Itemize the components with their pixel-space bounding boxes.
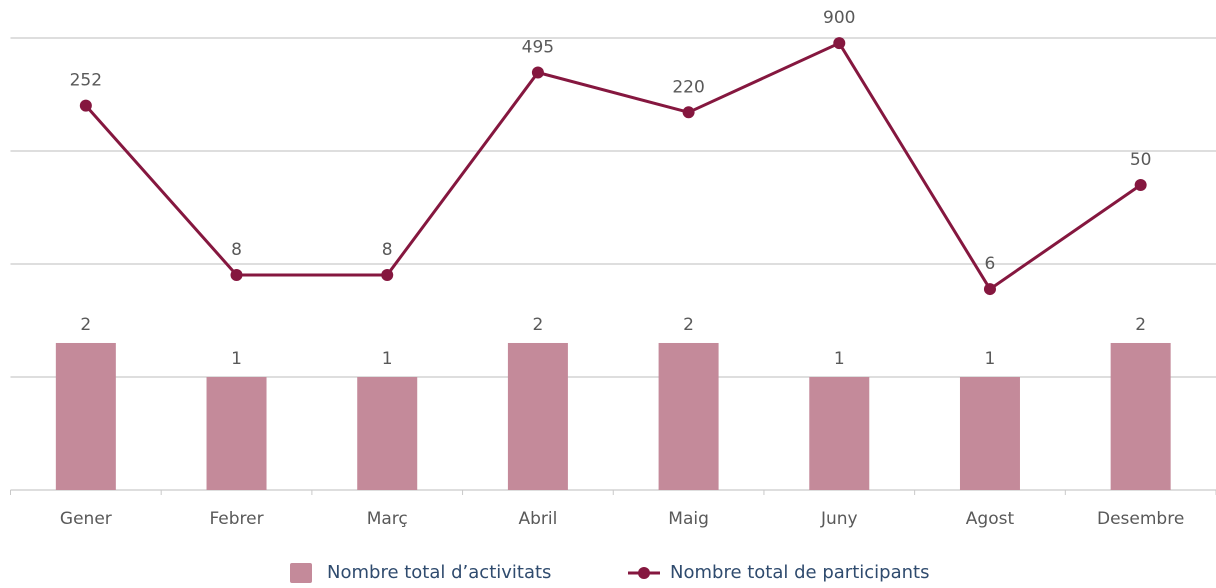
x-tick-label: Desembre (1097, 509, 1184, 529)
data-label: 50 (1130, 150, 1152, 170)
point (230, 268, 243, 281)
x-tick-label: Gener (60, 509, 112, 529)
bar (357, 377, 418, 490)
data-label: 1 (382, 349, 393, 369)
data-label: 220 (672, 77, 704, 97)
point (531, 66, 544, 79)
point (381, 268, 394, 281)
bar (658, 342, 719, 490)
data-label: 2 (80, 315, 91, 335)
point (682, 106, 695, 119)
data-label: 1 (834, 349, 845, 369)
bar (55, 342, 116, 490)
bar (206, 377, 267, 490)
bar (1110, 342, 1171, 490)
point (983, 283, 996, 296)
data-label: 2 (683, 315, 694, 335)
legend-label: Nombre total de participants (670, 562, 929, 583)
x-tick-label: Abril (518, 509, 557, 529)
data-label: 1 (985, 349, 996, 369)
data-label: 252 (70, 71, 102, 91)
data-label: 900 (823, 8, 855, 28)
x-tick-label: Agost (966, 509, 1015, 529)
data-label: 2 (1135, 315, 1146, 335)
x-tick-label: Març (367, 509, 408, 529)
data-label: 6 (985, 254, 996, 274)
bar (959, 377, 1020, 490)
legend-swatch (638, 567, 650, 579)
data-label: 8 (382, 240, 393, 260)
legend-label: Nombre total d’activitats (327, 562, 551, 583)
point (833, 37, 846, 50)
point (79, 99, 92, 112)
x-tick-label: Maig (668, 509, 709, 529)
line (84, 41, 1142, 292)
bar (507, 342, 568, 490)
legend-swatch (290, 563, 312, 583)
data-label: 8 (231, 240, 242, 260)
data-label: 495 (522, 38, 554, 58)
point (1134, 179, 1147, 192)
x-tick-label: Febrer (209, 509, 263, 529)
bar (809, 377, 870, 490)
data-label: 2 (532, 315, 543, 335)
x-tick-label: Juny (820, 509, 858, 529)
data-label: 1 (231, 349, 242, 369)
